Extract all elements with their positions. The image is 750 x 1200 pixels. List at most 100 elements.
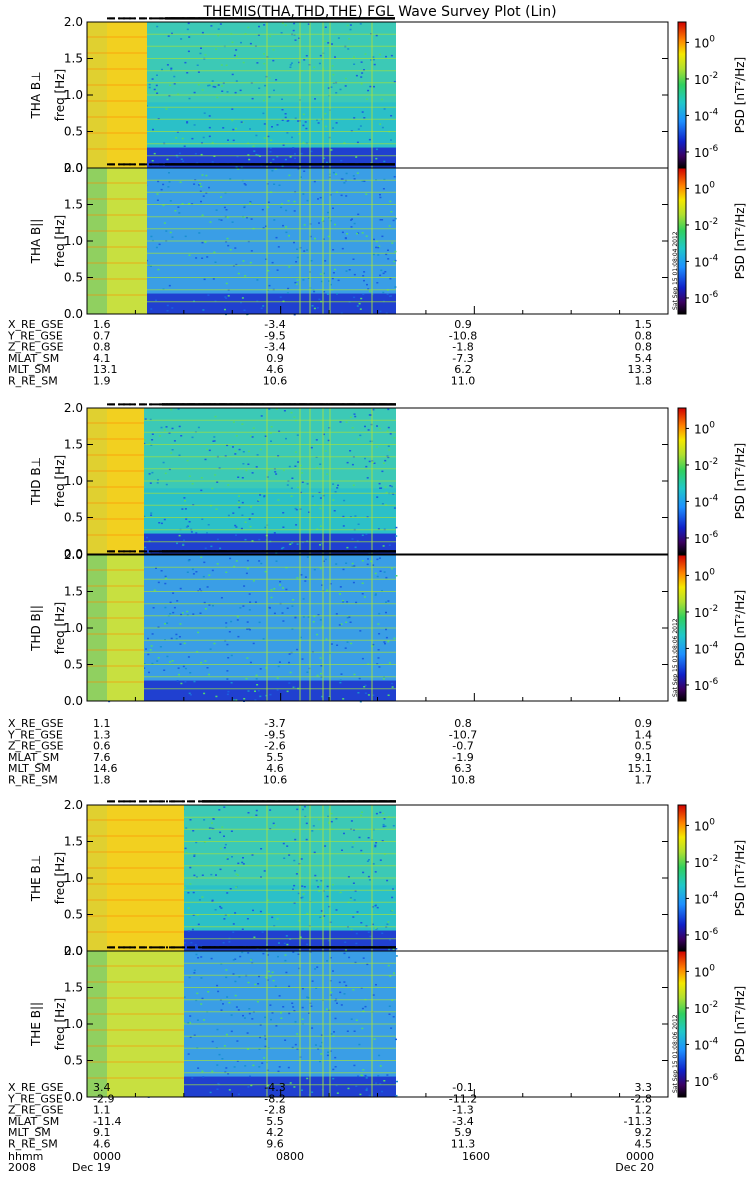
noise-speck <box>181 508 184 510</box>
noise-speck <box>297 892 300 895</box>
noise-speck <box>288 465 291 468</box>
noise-speck <box>194 944 197 946</box>
noise-speck <box>241 423 244 425</box>
noise-speck <box>303 250 306 252</box>
noise-speck <box>206 667 209 669</box>
noise-speck <box>223 846 226 849</box>
noise-speck <box>320 280 323 283</box>
noise-speck <box>334 223 336 226</box>
noise-speck <box>374 844 377 847</box>
noise-speck <box>191 928 194 931</box>
noise-speck <box>349 898 352 900</box>
noise-speck <box>247 1048 249 1050</box>
noise-speck <box>375 842 378 844</box>
noise-speck <box>195 257 198 259</box>
ephemeris-label: Y_RE_GSE <box>7 1092 63 1105</box>
noise-speck <box>306 943 309 946</box>
noise-speck <box>155 246 158 249</box>
noise-speck <box>327 439 330 442</box>
y-tick-label: 1.5 <box>64 438 83 452</box>
ephemeris-value: 3.4 <box>93 1081 111 1094</box>
noise-speck <box>295 283 298 285</box>
noise-speck <box>303 170 306 172</box>
noise-speck <box>187 907 190 909</box>
noise-speck <box>246 567 249 570</box>
y-tick-label: 1.0 <box>64 1017 83 1031</box>
noise-speck <box>318 890 321 892</box>
noise-speck <box>210 873 213 876</box>
noise-speck <box>237 1009 240 1011</box>
noise-speck <box>286 943 289 946</box>
noise-speck <box>353 1064 356 1067</box>
noise-speck <box>176 600 179 602</box>
noise-speck <box>369 440 372 443</box>
noise-speck <box>239 89 242 92</box>
noise-speck <box>297 486 299 489</box>
noise-speck <box>284 954 287 956</box>
noise-speck <box>384 271 387 273</box>
noise-speck <box>281 612 284 614</box>
noise-speck <box>256 279 259 281</box>
noise-speck <box>355 601 358 604</box>
noise-speck <box>387 445 390 447</box>
noise-speck <box>246 1032 249 1034</box>
noise-speck <box>289 1082 292 1084</box>
noise-speck <box>257 690 260 692</box>
ephemeris-label: Z_RE_GSE <box>8 740 64 753</box>
noise-speck <box>171 660 174 662</box>
noise-speck <box>158 435 161 437</box>
noise-speck <box>375 984 377 986</box>
noise-speck <box>226 678 229 680</box>
noise-speck <box>343 952 346 955</box>
noise-speck <box>296 256 299 259</box>
y-tick-label: 1.5 <box>64 835 83 849</box>
noise-speck <box>347 876 350 878</box>
noise-speck <box>332 499 335 501</box>
noise-speck <box>224 843 227 846</box>
noise-speck <box>232 128 235 131</box>
noise-speck <box>386 430 389 432</box>
noise-speck <box>202 575 205 578</box>
noise-speck <box>311 830 314 832</box>
ephemeris-label: MLAT_SM <box>8 352 59 365</box>
noise-speck <box>277 955 279 958</box>
noise-speck <box>143 439 146 441</box>
noise-speck <box>291 136 293 139</box>
noise-speck <box>162 204 165 207</box>
noise-speck <box>163 518 166 521</box>
noise-speck <box>259 494 262 496</box>
noise-speck <box>348 38 351 40</box>
noise-speck <box>375 446 378 448</box>
noise-speck <box>147 653 150 656</box>
noise-speck <box>383 160 386 163</box>
ephemeris-value: 9.6 <box>266 1138 284 1151</box>
noise-speck <box>392 219 395 222</box>
noise-speck <box>369 85 372 88</box>
noise-speck <box>154 90 157 93</box>
noise-speck <box>165 426 168 428</box>
noise-speck <box>168 468 171 471</box>
noise-speck <box>350 642 353 645</box>
noise-speck <box>378 557 381 559</box>
noise-speck <box>200 977 203 979</box>
noise-speck <box>346 24 349 27</box>
noise-speck <box>225 969 228 971</box>
noise-speck <box>273 183 276 185</box>
noise-speck <box>389 485 392 487</box>
noise-speck <box>301 472 304 474</box>
noise-speck <box>385 55 387 58</box>
noise-speck <box>184 500 186 502</box>
ephemeris-value: 4.1 <box>93 352 111 365</box>
noise-speck <box>163 669 166 671</box>
noise-speck <box>324 112 327 115</box>
noise-speck <box>215 508 218 510</box>
noise-speck <box>176 542 178 545</box>
noise-speck <box>185 827 188 829</box>
noise-speck <box>205 192 208 194</box>
noise-speck <box>366 563 369 566</box>
noise-speck <box>367 837 370 839</box>
noise-speck <box>320 880 323 882</box>
noise-speck <box>204 841 207 843</box>
noise-speck <box>385 576 388 579</box>
noise-speck <box>208 126 211 129</box>
